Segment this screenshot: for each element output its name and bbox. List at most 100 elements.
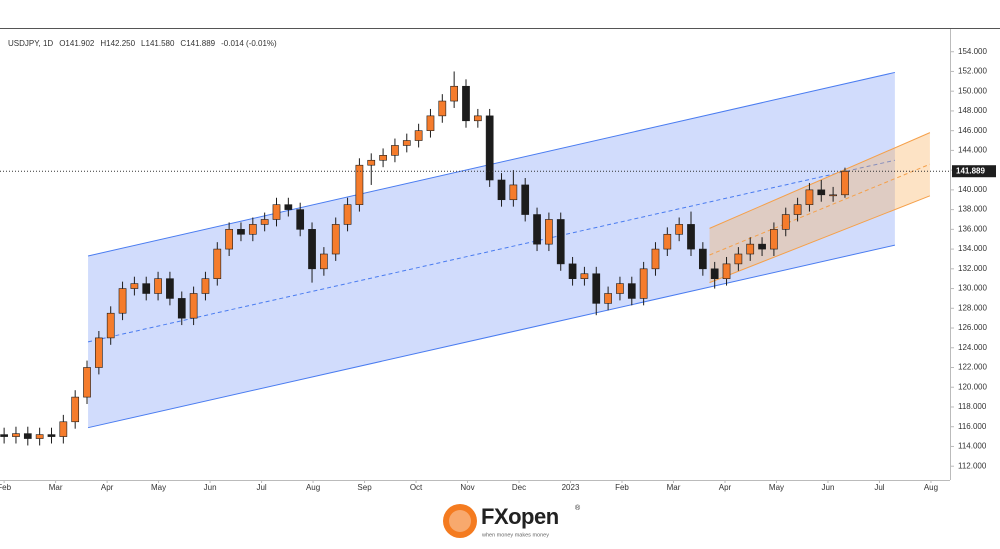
candle-body bbox=[71, 396, 80, 423]
logo-icon bbox=[443, 504, 477, 538]
candle-body bbox=[284, 204, 293, 210]
header-item: H142.250 bbox=[100, 39, 135, 48]
candle-body bbox=[580, 273, 589, 279]
x-tick-label: Aug bbox=[306, 483, 320, 492]
x-tick-label: Feb bbox=[615, 483, 629, 492]
candle-body bbox=[296, 209, 305, 230]
candle-body bbox=[201, 278, 210, 294]
x-tick-label: Mar bbox=[667, 483, 681, 492]
y-tick-label: 132.000 bbox=[958, 264, 987, 273]
y-tick-label: 134.000 bbox=[958, 244, 987, 253]
candle-body bbox=[627, 283, 636, 299]
channel-middle bbox=[87, 159, 896, 343]
y-tick-label: 116.000 bbox=[958, 422, 987, 431]
header-item: L141.580 bbox=[141, 39, 175, 48]
candle-body bbox=[545, 219, 553, 245]
candle-body bbox=[59, 421, 68, 437]
x-tick-label: Mar bbox=[49, 483, 63, 492]
plot-area bbox=[0, 71, 950, 446]
header: USDJPY, 1D O141.902 H142.250 L141.580 C141.8… bbox=[8, 39, 277, 48]
y-tick-label: 148.000 bbox=[958, 106, 987, 115]
candle-body bbox=[237, 229, 245, 235]
last-price-box bbox=[952, 165, 996, 178]
header-item: O141.902 bbox=[59, 39, 95, 48]
candle-body bbox=[485, 115, 494, 181]
candle-body bbox=[154, 278, 162, 294]
candle-body bbox=[663, 233, 672, 250]
candle-body bbox=[616, 283, 624, 294]
y-tick-label: 130.000 bbox=[958, 284, 987, 293]
channel-fill bbox=[88, 72, 895, 428]
y-tick-label: 120.000 bbox=[958, 382, 987, 391]
candle-body bbox=[675, 224, 684, 235]
candle-body bbox=[106, 312, 115, 339]
candle-body bbox=[450, 85, 458, 102]
last-price-label: 141.889 bbox=[956, 166, 985, 175]
candle-body bbox=[817, 189, 826, 196]
candle-body bbox=[497, 179, 506, 201]
header-item: USDJPY, 1D bbox=[8, 39, 53, 48]
candle-body bbox=[509, 184, 518, 201]
candle-body bbox=[355, 164, 364, 205]
candle-body bbox=[426, 115, 435, 131]
candle-body bbox=[770, 229, 778, 250]
y-tick-label: 128.000 bbox=[958, 303, 987, 312]
candle-body bbox=[391, 145, 399, 156]
candle-body bbox=[343, 204, 352, 225]
candle-body bbox=[35, 434, 44, 439]
x-tick-label: Oct bbox=[410, 483, 423, 492]
y-tick-label: 126.000 bbox=[958, 323, 987, 332]
x-tick-label: Jul bbox=[256, 483, 266, 492]
logo-name: FXopen bbox=[481, 504, 559, 529]
candle-body bbox=[829, 194, 837, 197]
candle-body bbox=[651, 248, 660, 270]
candle-body bbox=[438, 100, 447, 117]
candle-body bbox=[556, 219, 565, 265]
channel-middle bbox=[709, 163, 931, 256]
candle-body bbox=[225, 229, 233, 250]
logo: FXopen ® when money makes money bbox=[443, 504, 581, 538]
y-tick-label: 136.000 bbox=[958, 224, 987, 233]
candle-body bbox=[604, 293, 612, 304]
candle-body bbox=[521, 184, 530, 215]
header-item: C141.889 bbox=[180, 39, 215, 48]
candle-body bbox=[781, 214, 790, 230]
candle-body bbox=[710, 268, 719, 279]
candle-body bbox=[758, 243, 766, 250]
candle-body bbox=[639, 268, 648, 299]
candle-body bbox=[533, 214, 541, 245]
x-tick-label: Aug bbox=[924, 483, 938, 492]
x-tick-label: 2023 bbox=[562, 483, 580, 492]
candle-body bbox=[367, 159, 376, 166]
y-tick-label: 152.000 bbox=[958, 67, 987, 76]
candle-body bbox=[248, 224, 257, 235]
y-tick-label: 124.000 bbox=[958, 343, 987, 352]
candle-body bbox=[473, 115, 482, 122]
channel-lower bbox=[87, 244, 896, 429]
x-tick-label: Dec bbox=[512, 483, 526, 492]
y-tick-label: 138.000 bbox=[958, 205, 987, 214]
y-tick-label: 114.000 bbox=[958, 442, 987, 451]
candle-body bbox=[793, 204, 802, 215]
candle-body bbox=[592, 273, 601, 304]
channel-lower bbox=[709, 195, 931, 284]
candle-body bbox=[320, 253, 328, 270]
candle-body bbox=[272, 204, 281, 220]
candle-body bbox=[213, 248, 222, 279]
candle-body bbox=[734, 253, 743, 265]
candle-body bbox=[698, 248, 707, 270]
channel-upper bbox=[709, 132, 931, 229]
y-tick-label: 140.000 bbox=[958, 185, 987, 194]
candle-body bbox=[12, 433, 20, 437]
logo-icon-inner bbox=[449, 510, 471, 532]
candle-body bbox=[177, 298, 186, 319]
y-tick-label: 146.000 bbox=[958, 126, 987, 135]
candle-body bbox=[687, 224, 695, 250]
logo-registered: ® bbox=[575, 504, 581, 512]
candle-body bbox=[166, 278, 174, 299]
candle-body bbox=[379, 155, 387, 161]
candle-body bbox=[462, 85, 470, 122]
candle-body bbox=[841, 170, 849, 196]
